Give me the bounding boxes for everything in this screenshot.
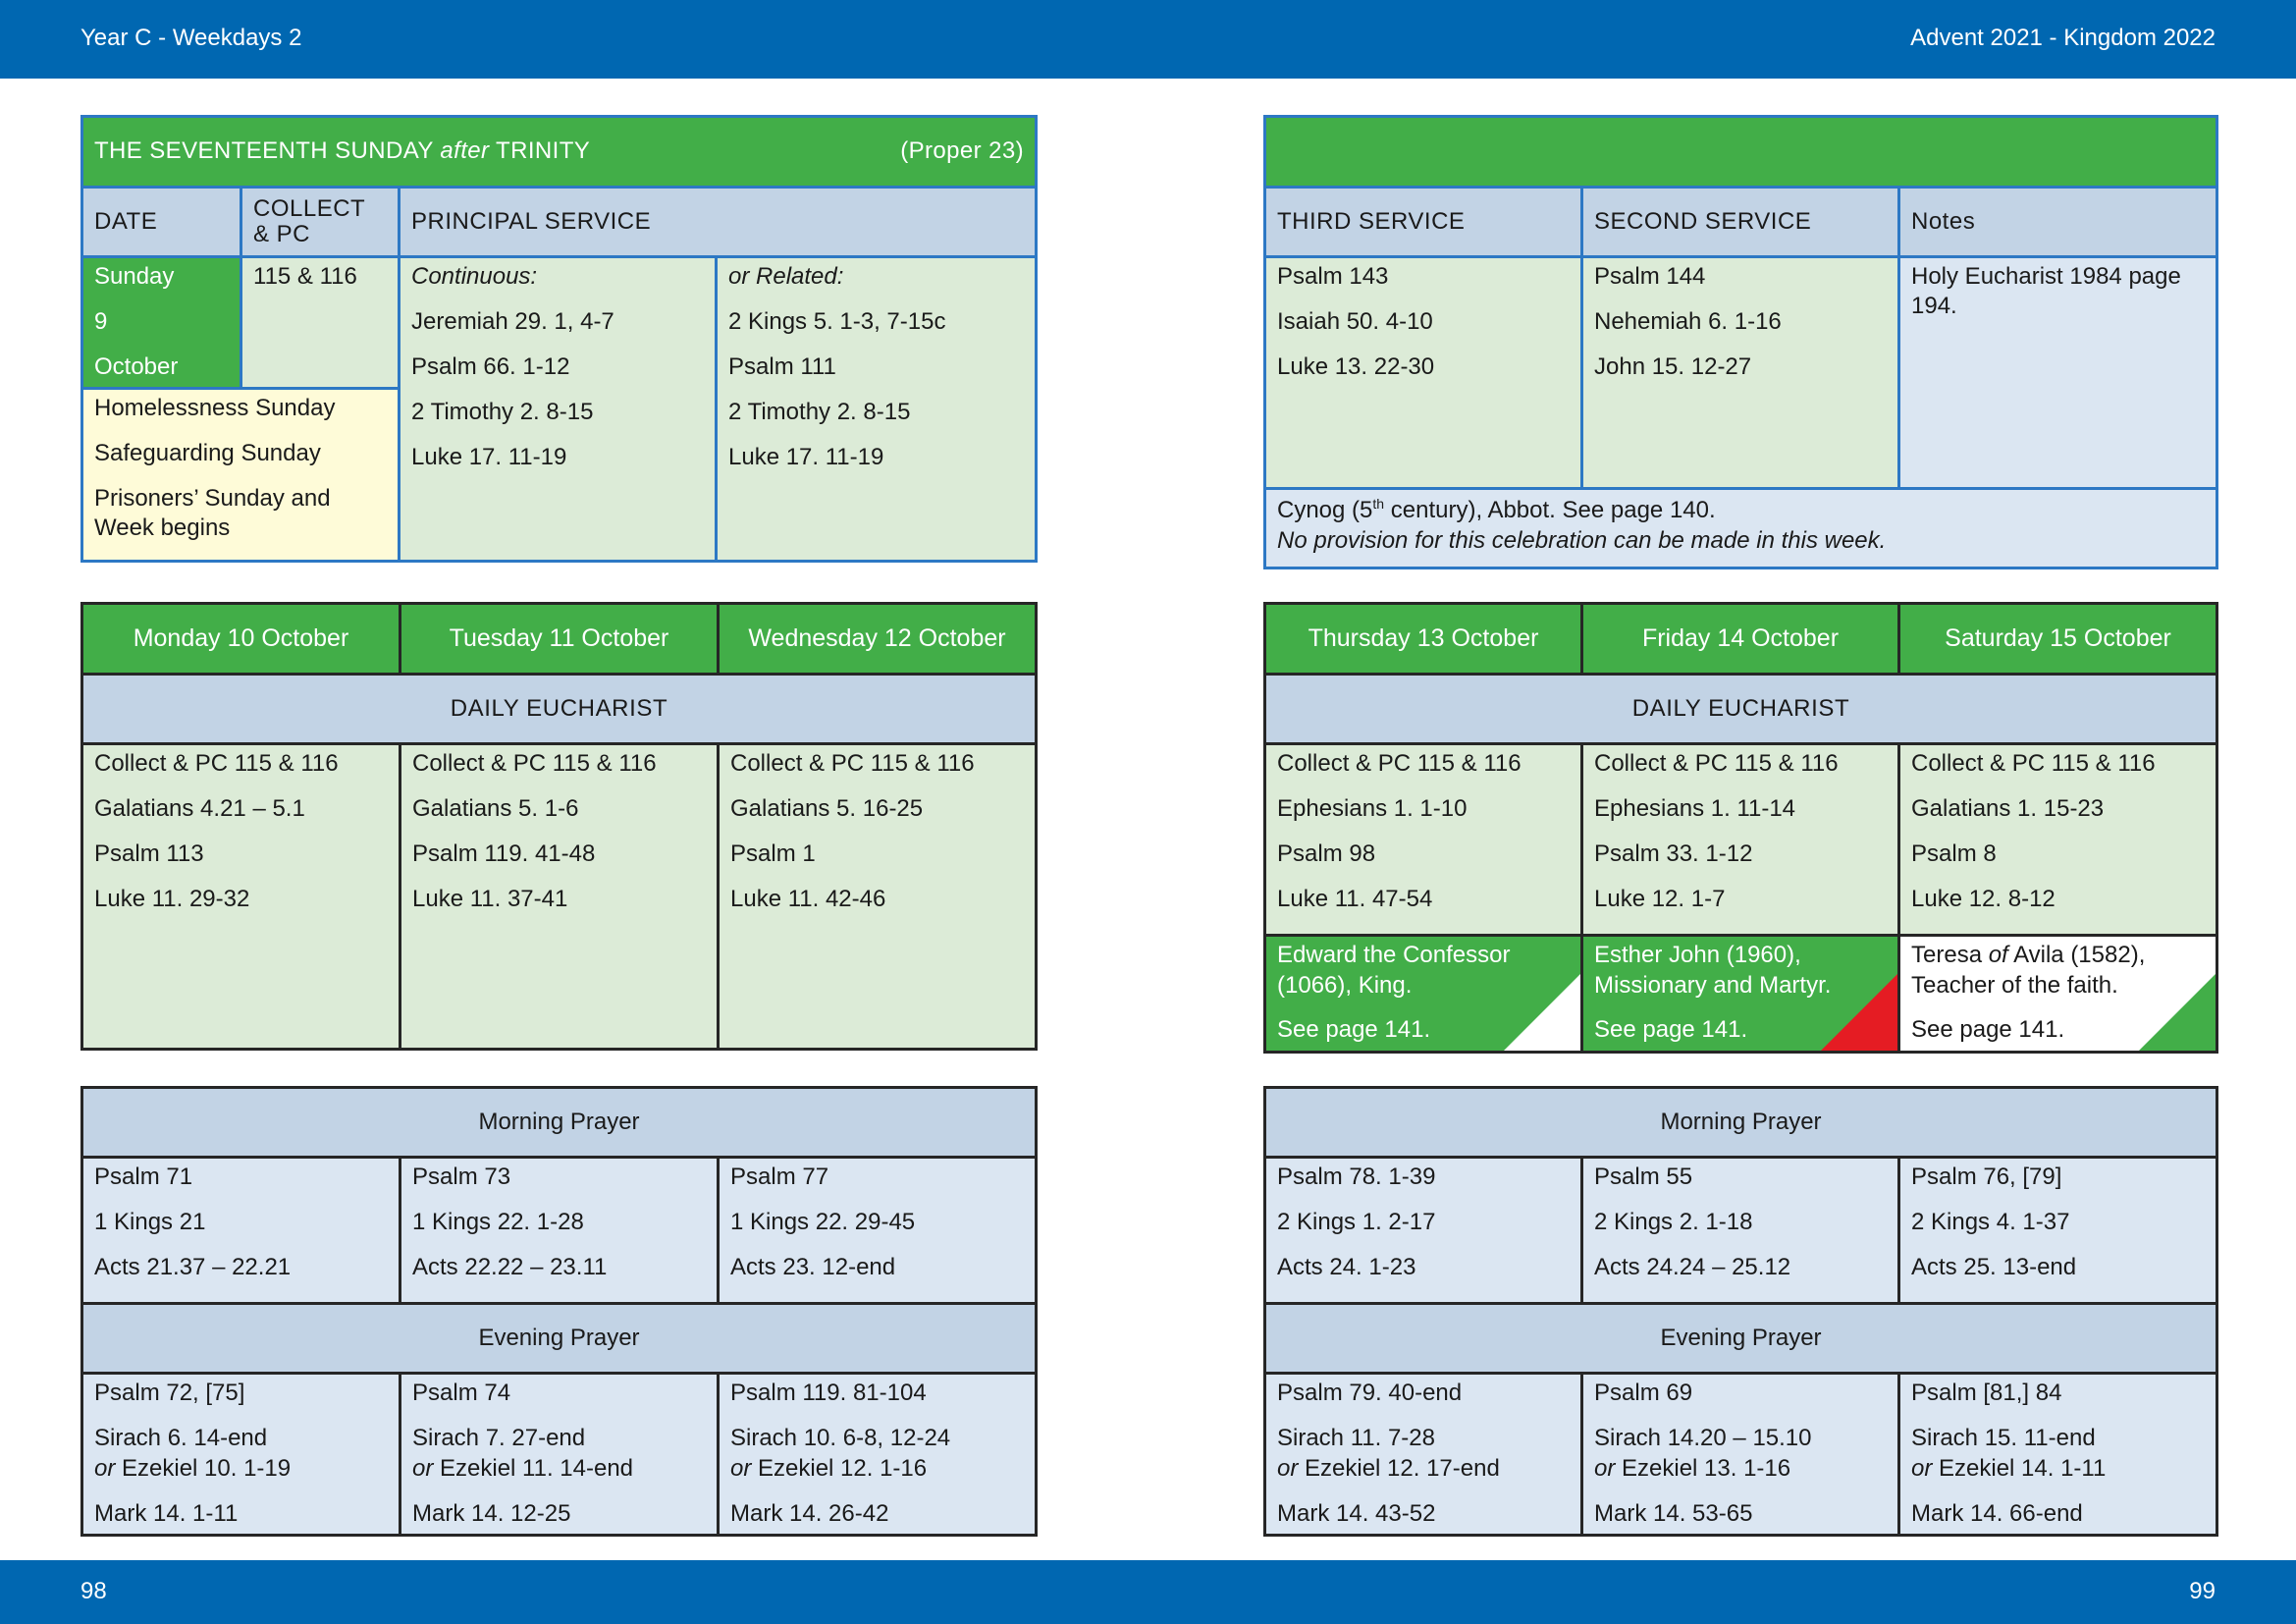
eucharist-thursday: Collect & PC 115 & 116 Ephesians 1. 1-10… xyxy=(1263,742,1583,937)
day-header-wednesday: Wednesday 12 October xyxy=(717,602,1038,676)
office-table-right: Morning Prayer Psalm 78. 1-39 2 Kings 1.… xyxy=(1263,1086,2218,1537)
col-notes: Notes xyxy=(1897,186,2218,258)
liturgical-colour-green-marker xyxy=(2139,974,2216,1051)
saint-saturday: Teresa of Avila (1582), Teacher of the f… xyxy=(1897,934,2218,1054)
eucharist-friday: Collect & PC 115 & 116 Ephesians 1. 11-1… xyxy=(1580,742,1900,937)
evening-friday: Psalm 69 Sirach 14.20 – 15.10 or Ezekiel… xyxy=(1580,1372,1900,1537)
footer-band: 98 99 xyxy=(0,1560,2296,1624)
eucharist-table-left: Monday 10 October Tuesday 11 October Wed… xyxy=(80,602,1038,1051)
col-second-service: SECOND SERVICE xyxy=(1580,186,1900,258)
header-band: Year C - Weekdays 2 Advent 2021 - Kingdo… xyxy=(0,0,2296,79)
day-header-thursday: Thursday 13 October xyxy=(1263,602,1583,676)
services-title-band xyxy=(1263,115,2218,189)
col-collect: COLLECT & PC xyxy=(240,186,400,258)
sunday-title: THE SEVENTEENTH SUNDAY after TRINITY (Pr… xyxy=(80,115,1039,189)
morning-tuesday: Psalm 73 1 Kings 22. 1-28 Acts 22.22 – 2… xyxy=(399,1156,720,1305)
evening-prayer-label: Evening Prayer xyxy=(80,1302,1038,1375)
eucharist-wednesday: Collect & PC 115 & 116 Galatians 5. 16-2… xyxy=(717,742,1038,1051)
related-readings: or Related: 2 Kings 5. 1-3, 7-15c Psalm … xyxy=(714,255,1039,563)
morning-wednesday: Psalm 77 1 Kings 22. 29-45 Acts 23. 12-e… xyxy=(717,1156,1038,1305)
sunday-date: Sunday 9 October xyxy=(80,255,242,390)
day-header-saturday: Saturday 15 October xyxy=(1897,602,2218,676)
evening-wednesday: Psalm 119. 81-104 Sirach 10. 6-8, 12-24 … xyxy=(717,1372,1038,1537)
daily-eucharist-label: DAILY EUCHARIST xyxy=(80,673,1038,745)
office-table-left: Morning Prayer Psalm 71 1 Kings 21 Acts … xyxy=(80,1086,1038,1537)
sunday-table: THE SEVENTEENTH SUNDAY after TRINITY (Pr… xyxy=(80,115,1039,563)
liturgical-colour-red-marker xyxy=(1821,974,1897,1051)
proper-label: (Proper 23) xyxy=(900,137,1025,165)
header-left: Year C - Weekdays 2 xyxy=(80,25,302,51)
morning-friday: Psalm 55 2 Kings 2. 1-18 Acts 24.24 – 25… xyxy=(1580,1156,1900,1305)
day-header-tuesday: Tuesday 11 October xyxy=(399,602,720,676)
page-number-left: 98 xyxy=(80,1578,107,1604)
eucharist-table-right: Thursday 13 October Friday 14 October Sa… xyxy=(1263,602,2218,1054)
evening-tuesday: Psalm 74 Sirach 7. 27-end or Ezekiel 11.… xyxy=(399,1372,720,1537)
evening-monday: Psalm 72, [75] Sirach 6. 14-end or Ezeki… xyxy=(80,1372,401,1537)
morning-prayer-label: Morning Prayer xyxy=(1263,1086,2218,1159)
third-service-readings: Psalm 143 Isaiah 50. 4-10 Luke 13. 22-30 xyxy=(1263,255,1583,490)
morning-saturday: Psalm 76, [79] 2 Kings 4. 1-37 Acts 25. … xyxy=(1897,1156,2218,1305)
morning-monday: Psalm 71 1 Kings 21 Acts 21.37 – 22.21 xyxy=(80,1156,401,1305)
morning-thursday: Psalm 78. 1-39 2 Kings 1. 2-17 Acts 24. … xyxy=(1263,1156,1583,1305)
continuous-readings: Continuous: Jeremiah 29. 1, 4-7 Psalm 66… xyxy=(398,255,718,563)
cynog-note: Cynog (5th century), Abbot. See page 140… xyxy=(1263,487,2218,569)
notes-cell: Holy Eucharist 1984 page 194. xyxy=(1897,255,2218,490)
sunday-collect: 115 & 116 xyxy=(240,255,400,390)
sunday-services-table: THIRD SERVICE SECOND SERVICE Notes Psalm… xyxy=(1263,115,2218,569)
evening-prayer-label: Evening Prayer xyxy=(1263,1302,2218,1375)
col-date: DATE xyxy=(80,186,242,258)
col-principal: PRINCIPAL SERVICE xyxy=(397,186,1039,258)
second-service-readings: Psalm 144 Nehemiah 6. 1-16 John 15. 12-2… xyxy=(1580,255,1900,490)
daily-eucharist-label: DAILY EUCHARIST xyxy=(1263,673,2218,745)
saint-friday: Esther John (1960), Missionary and Marty… xyxy=(1580,934,1900,1054)
day-header-friday: Friday 14 October xyxy=(1580,602,1900,676)
page-number-right: 99 xyxy=(2189,1578,2216,1604)
morning-prayer-label: Morning Prayer xyxy=(80,1086,1038,1159)
col-third-service: THIRD SERVICE xyxy=(1263,186,1583,258)
evening-thursday: Psalm 79. 40-end Sirach 11. 7-28 or Ezek… xyxy=(1263,1372,1583,1537)
header-right: Advent 2021 - Kingdom 2022 xyxy=(1910,25,2216,51)
sunday-observances: Homelessness Sunday Safeguarding Sunday … xyxy=(80,387,400,563)
eucharist-saturday: Collect & PC 115 & 116 Galatians 1. 15-2… xyxy=(1897,742,2218,937)
eucharist-tuesday: Collect & PC 115 & 116 Galatians 5. 1-6 … xyxy=(399,742,720,1051)
day-header-monday: Monday 10 October xyxy=(80,602,401,676)
saint-thursday: Edward the Confessor (1066), King. See p… xyxy=(1263,934,1583,1054)
evening-saturday: Psalm [81,] 84 Sirach 15. 11-end or Ezek… xyxy=(1897,1372,2218,1537)
liturgical-colour-white-marker xyxy=(1504,974,1580,1051)
eucharist-monday: Collect & PC 115 & 116 Galatians 4.21 – … xyxy=(80,742,401,1051)
